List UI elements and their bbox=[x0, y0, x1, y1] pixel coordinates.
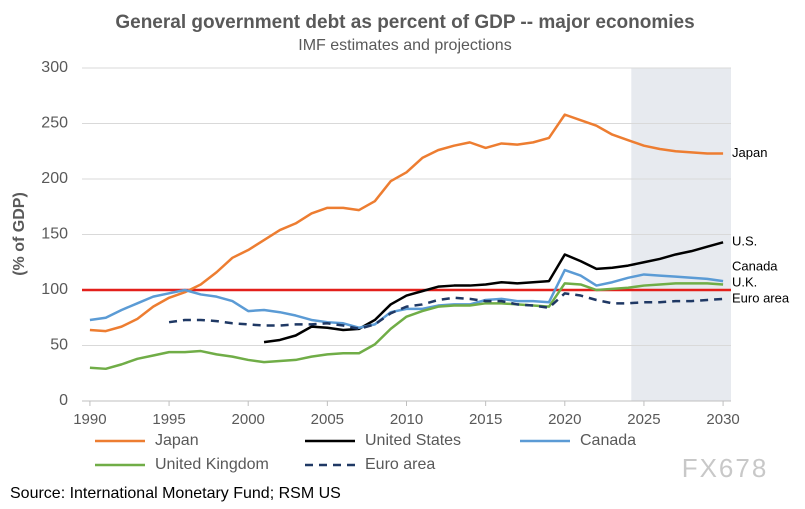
x-tick-label: 1990 bbox=[73, 411, 106, 428]
y-tick-label: 0 bbox=[59, 392, 68, 409]
y-tick-label: 250 bbox=[41, 115, 68, 132]
end-label: Euro area bbox=[732, 290, 790, 305]
y-tick-label: 300 bbox=[41, 59, 68, 76]
x-tick-label: 2015 bbox=[469, 411, 502, 428]
legend-label: United Kingdom bbox=[155, 456, 269, 473]
x-tick-label: 2020 bbox=[548, 411, 581, 428]
end-label: Japan bbox=[732, 145, 767, 160]
end-label: Canada bbox=[732, 258, 778, 273]
source-note: Source: International Monetary Fund; RSM… bbox=[10, 485, 341, 502]
end-label: U.S. bbox=[732, 234, 757, 249]
chart-title: General government debt as percent of GD… bbox=[115, 12, 694, 33]
x-tick-label: 1995 bbox=[152, 411, 185, 428]
y-tick-label: 50 bbox=[50, 337, 68, 354]
legend-label: Canada bbox=[580, 432, 636, 449]
legend-label: Euro area bbox=[365, 456, 435, 473]
y-tick-label: 150 bbox=[41, 226, 68, 243]
y-tick-label: 100 bbox=[41, 281, 68, 298]
legend-label: Japan bbox=[155, 432, 199, 449]
series-line bbox=[89, 268, 724, 329]
x-tick-label: 2025 bbox=[627, 411, 660, 428]
end-label: U.K. bbox=[732, 274, 757, 289]
watermark: FX678 bbox=[682, 453, 769, 483]
x-tick-label: 2005 bbox=[311, 411, 344, 428]
series-line bbox=[168, 292, 724, 331]
y-tick-label: 200 bbox=[41, 170, 68, 187]
y-axis-label: (% of GDP) bbox=[11, 192, 28, 276]
series-line bbox=[89, 113, 724, 333]
series-line bbox=[89, 282, 724, 371]
series-line bbox=[263, 241, 724, 344]
x-tick-label: 2010 bbox=[390, 411, 423, 428]
legend-label: United States bbox=[365, 432, 461, 449]
chart-subtitle: IMF estimates and projections bbox=[298, 37, 511, 54]
x-tick-label: 2000 bbox=[232, 411, 265, 428]
x-tick-label: 2030 bbox=[706, 411, 739, 428]
